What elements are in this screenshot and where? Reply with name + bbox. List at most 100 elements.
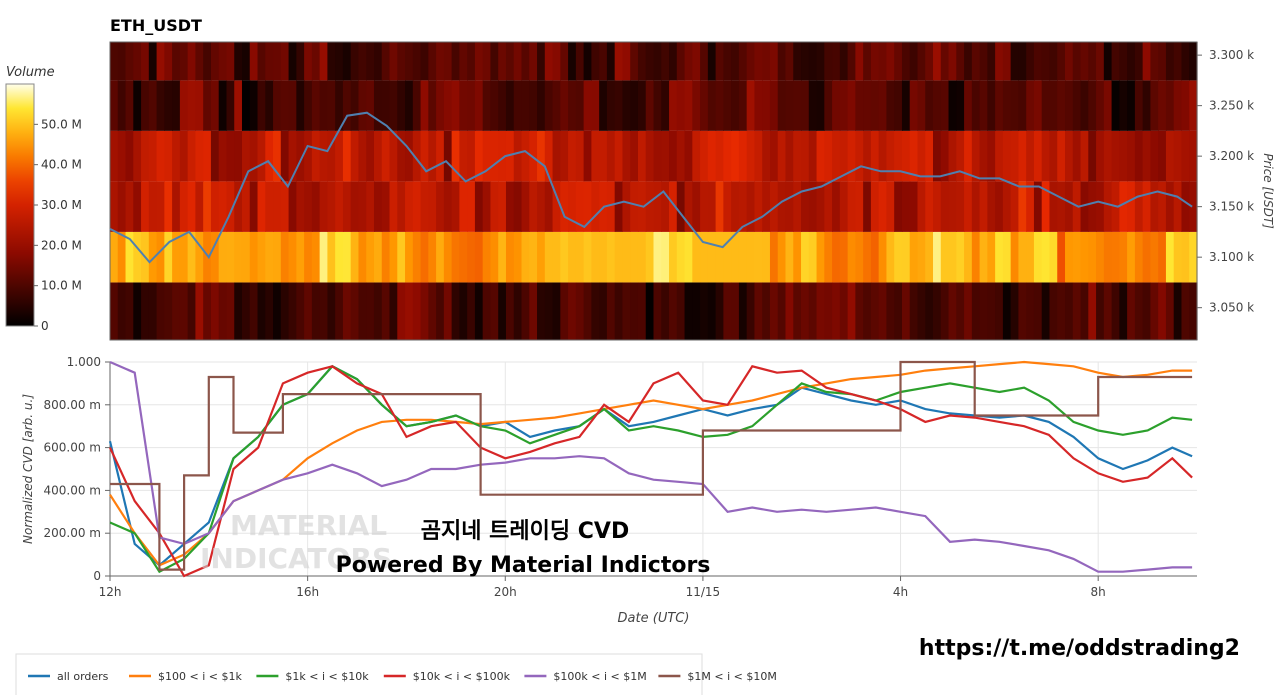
heatmap-cell <box>676 80 686 131</box>
watermark-line1: 곰지네 트레이딩 CVD <box>421 519 629 544</box>
heatmap-cell <box>335 231 344 283</box>
heatmap-cell <box>901 80 911 131</box>
heatmap-cell <box>210 231 220 283</box>
heatmap-cell <box>622 42 631 81</box>
heatmap-cell <box>847 231 856 283</box>
heatmap-cell <box>257 130 266 182</box>
heatmap-cell <box>808 282 818 340</box>
heatmap-cell <box>1142 130 1152 182</box>
heatmap-cell <box>389 231 398 283</box>
heatmap-cell <box>583 130 592 182</box>
heatmap-cell <box>894 282 903 340</box>
colorbar-ramp <box>5 83 35 327</box>
heatmap-cell <box>172 231 181 283</box>
heatmap-cell <box>381 130 391 182</box>
heatmap-cell <box>1165 181 1175 232</box>
heatmap-cell <box>366 231 375 283</box>
heatmap-cell <box>669 80 678 131</box>
heatmap-cell <box>265 181 274 232</box>
heatmap-cell <box>1158 130 1167 182</box>
heatmap-cell <box>917 231 926 283</box>
colorbar-tick-label: 20.0 M <box>41 238 82 252</box>
heatmap-cell <box>987 181 996 232</box>
heatmap-cell <box>1127 231 1136 283</box>
heatmap-cell <box>1010 282 1020 340</box>
heatmap-cell <box>552 80 561 131</box>
heatmap-cell <box>692 130 701 182</box>
cvd-series-line <box>109 365 1193 578</box>
telegram-link[interactable]: https://t.me/oddstrading2 <box>919 636 1240 661</box>
heatmap-cell <box>249 231 259 283</box>
heatmap-cell <box>1080 181 1089 232</box>
heatmap-cell <box>669 181 678 232</box>
heatmap-cell <box>684 80 693 131</box>
price-axis-label: Price [USDT] <box>1261 153 1275 229</box>
heatmap-cell <box>179 130 189 182</box>
heatmap-cell <box>560 130 569 182</box>
heatmap-cell <box>1173 282 1183 340</box>
heatmap-cell <box>210 282 220 340</box>
heatmap-cell <box>870 130 880 182</box>
heatmap-cell <box>645 80 655 131</box>
heatmap-cell <box>1065 181 1074 232</box>
heatmap-cell <box>474 282 484 340</box>
heatmap-cell <box>288 130 297 182</box>
heatmap-cell <box>257 282 266 340</box>
heatmap-cell <box>498 231 507 283</box>
heatmap-cell <box>878 181 888 232</box>
heatmap-cell <box>738 80 748 131</box>
heatmap-cell <box>1150 80 1159 131</box>
heatmap-cell <box>583 282 592 340</box>
heatmap-cell <box>731 130 740 182</box>
heatmap-cell <box>855 181 864 232</box>
heatmap-cell <box>552 42 561 81</box>
heatmap-cell <box>731 181 740 232</box>
heatmap-cell <box>117 231 127 283</box>
cvd-y-tick-label: 200.00 m <box>44 526 102 540</box>
heatmap-cell <box>1158 231 1167 283</box>
heatmap-cell <box>700 282 709 340</box>
heatmap-cell <box>179 282 189 340</box>
heatmap-cell <box>793 42 802 81</box>
heatmap-cell <box>164 282 173 340</box>
heatmap-cell <box>925 231 934 283</box>
heatmap-cell <box>521 181 530 232</box>
heatmap-cell <box>669 42 678 81</box>
heatmap-cell <box>366 130 375 182</box>
heatmap-cell <box>117 130 127 182</box>
heatmap-cell <box>451 181 460 232</box>
heatmap-cell <box>1010 231 1020 283</box>
heatmap-cell <box>179 80 189 131</box>
heatmap-cell <box>1119 231 1128 283</box>
heatmap-cell <box>855 231 864 283</box>
heatmap-cell <box>645 181 655 232</box>
heatmap-cell <box>226 231 235 283</box>
heatmap-cell <box>785 282 794 340</box>
heatmap-cell <box>141 181 150 232</box>
heatmap-cell <box>1096 181 1105 232</box>
heatmap-cell <box>1033 42 1043 81</box>
heatmap-cell <box>1158 80 1167 131</box>
heatmap-cell <box>164 231 173 283</box>
heatmap-cell <box>490 231 499 283</box>
heatmap-cell <box>731 231 740 283</box>
heatmap-cell <box>451 42 460 81</box>
heatmap-cell <box>746 181 756 232</box>
heatmap-cell <box>195 80 204 131</box>
heatmap-cell <box>195 130 204 182</box>
heatmap-cell <box>956 130 965 182</box>
heatmap-cell <box>754 282 763 340</box>
heatmap-cell <box>179 181 189 232</box>
heatmap-cell <box>839 282 849 340</box>
heatmap-cell <box>342 80 352 131</box>
heatmap-cell <box>133 80 142 131</box>
heatmap-cell <box>467 231 476 283</box>
heatmap-cell <box>1041 42 1051 81</box>
heatmap-cell <box>894 130 903 182</box>
heatmap-cell <box>723 42 732 81</box>
heatmap-cell <box>327 130 336 182</box>
heatmap-cell <box>1088 80 1097 131</box>
heatmap-cell <box>482 42 492 81</box>
heatmap-cell <box>296 282 305 340</box>
heatmap-cell <box>179 231 189 283</box>
